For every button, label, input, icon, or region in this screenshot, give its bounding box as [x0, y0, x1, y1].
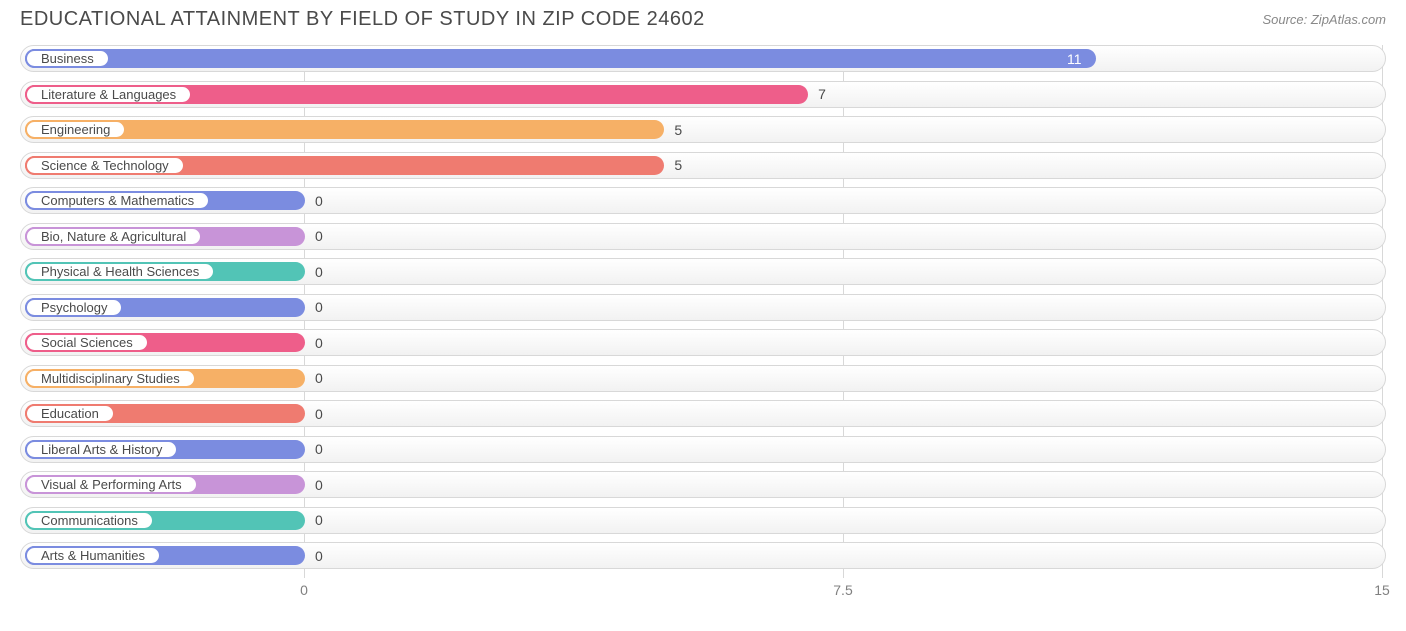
bar-value: 0 [315, 295, 323, 320]
bar-label: Bio, Nature & Agricultural [25, 227, 202, 246]
bar-value: 0 [315, 401, 323, 426]
bar-track: Visual & Performing Arts 0 [20, 471, 1386, 498]
x-axis-tick: 0 [300, 582, 308, 598]
x-axis: 07.515 [20, 578, 1386, 606]
bar-label: Physical & Health Sciences [25, 262, 215, 281]
bar-label: Science & Technology [25, 156, 185, 175]
bar-track: Engineering 5 [20, 116, 1386, 143]
bar-label: Visual & Performing Arts [25, 475, 198, 494]
bar-value: 0 [315, 508, 323, 533]
bar-value: 0 [315, 259, 323, 284]
bar-fill: 11 [25, 49, 1096, 68]
bar-track: Social Sciences 0 [20, 329, 1386, 356]
bar-value: 0 [315, 330, 323, 355]
bar-track: Multidisciplinary Studies 0 [20, 365, 1386, 392]
bar-track: Science & Technology 5 [20, 152, 1386, 179]
chart-source: Source: ZipAtlas.com [1262, 8, 1386, 27]
chart-header: EDUCATIONAL ATTAINMENT BY FIELD OF STUDY… [0, 0, 1406, 35]
bar-value: 0 [315, 472, 323, 497]
bar-value: 0 [315, 543, 323, 568]
bar-track: Communications 0 [20, 507, 1386, 534]
bar-value: 7 [818, 82, 826, 107]
bar-value: 5 [674, 117, 682, 142]
bar-track: Bio, Nature & Agricultural 0 [20, 223, 1386, 250]
bar-label: Literature & Languages [25, 85, 192, 104]
bar-label: Business [25, 49, 110, 68]
bar-label: Communications [25, 511, 154, 530]
bar-value: 0 [315, 437, 323, 462]
x-axis-tick: 15 [1374, 582, 1390, 598]
bar-value: 0 [315, 224, 323, 249]
x-axis-tick: 7.5 [833, 582, 852, 598]
bar-track: Computers & Mathematics 0 [20, 187, 1386, 214]
bar-value: 11 [1067, 49, 1082, 68]
bar-track: Psychology 0 [20, 294, 1386, 321]
bar-track: Arts & Humanities 0 [20, 542, 1386, 569]
chart-area: 11 Business Literature & Languages 7 Enginee… [0, 35, 1406, 606]
bar-label: Computers & Mathematics [25, 191, 210, 210]
chart-title: EDUCATIONAL ATTAINMENT BY FIELD OF STUDY… [20, 8, 705, 31]
bars-container: 11 Business Literature & Languages 7 Enginee… [20, 45, 1386, 569]
bar-value: 0 [315, 188, 323, 213]
bar-value: 5 [674, 153, 682, 178]
bar-label: Psychology [25, 298, 123, 317]
bar-track: Liberal Arts & History 0 [20, 436, 1386, 463]
bar-label: Social Sciences [25, 333, 149, 352]
bar-label: Engineering [25, 120, 126, 139]
bar-label: Liberal Arts & History [25, 440, 178, 459]
bar-label: Arts & Humanities [25, 546, 161, 565]
bar-track: Education 0 [20, 400, 1386, 427]
bar-track: Physical & Health Sciences 0 [20, 258, 1386, 285]
bar-label: Multidisciplinary Studies [25, 369, 196, 388]
bar-label: Education [25, 404, 115, 423]
bar-track: Literature & Languages 7 [20, 81, 1386, 108]
bar-track: 11 Business [20, 45, 1386, 72]
bar-value: 0 [315, 366, 323, 391]
